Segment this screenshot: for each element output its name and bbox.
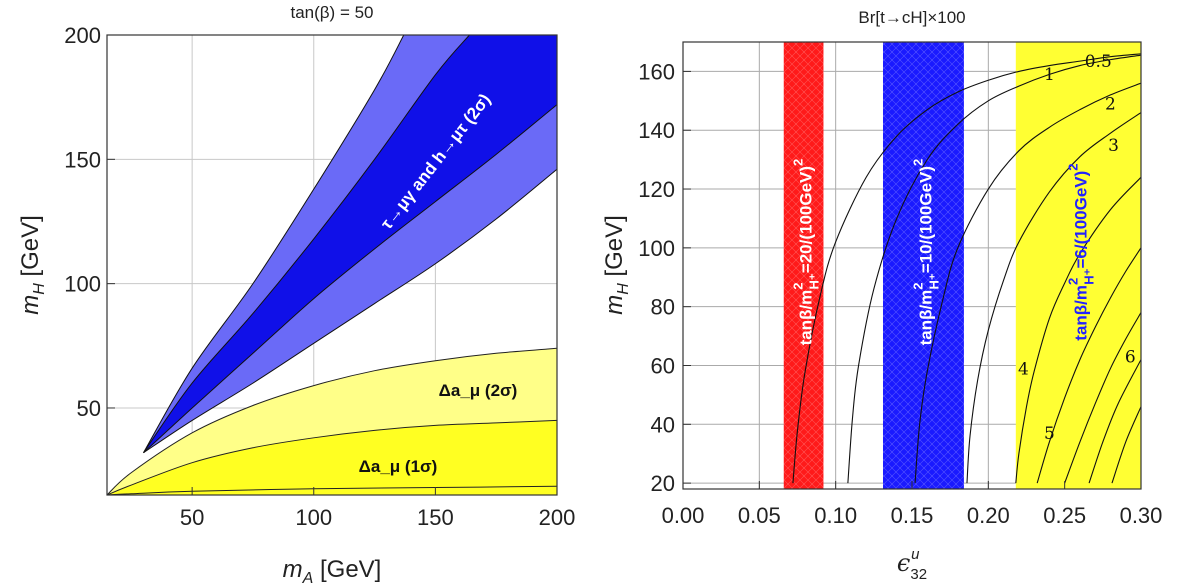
region-blue-edge-inner-upper — [143, 35, 470, 454]
contour-label-0.5: 0.5 — [1085, 52, 1112, 72]
band-tanb-10-hatch — [882, 42, 964, 489]
right-x-axis-title: ϵ32u — [897, 546, 927, 583]
contour-line-0.5 — [792, 53, 1141, 484]
contour-line-6 — [1064, 312, 1141, 484]
contour-label-2: 2 — [1105, 95, 1116, 115]
right-y-tick-label: 60 — [651, 353, 675, 378]
right-y-tick-label: 140 — [638, 118, 675, 143]
left-x-tick-label: 50 — [180, 505, 204, 530]
region-blue-edge-outer-lower — [143, 168, 557, 454]
right-band-labels: tanβ/m2H⁺=20/(100GeV)2 tanβ/m2H⁺=10/(100G… — [791, 159, 1097, 346]
right-x-tick-label: 0.10 — [814, 503, 857, 528]
region-label-delta-a-mu-1sigma: Δa_μ (1σ) — [359, 457, 438, 476]
right-x-tick-label: 0.30 — [1120, 503, 1163, 528]
right-contour-labels: 0.5 1 2 3 4 5 6 — [1018, 52, 1136, 444]
region-blue-inner — [143, 35, 557, 453]
right-y-tick-label: 20 — [651, 471, 675, 496]
left-x-tick-label: 150 — [417, 505, 454, 530]
right-bands — [783, 42, 1141, 489]
left-regions — [107, 35, 557, 495]
right-x-tick-label: 0.05 — [738, 503, 781, 528]
band-tanb-20-label: tanβ/m2H⁺=20/(100GeV)2 — [791, 159, 822, 346]
left-x-tick-label: 200 — [539, 505, 576, 530]
right-tick-labels: 0.00 0.05 0.10 0.15 0.20 0.25 0.30 20 40 60 80 100 1… — [638, 59, 1162, 528]
right-y-tick-label: 100 — [638, 236, 675, 261]
region-blue-edge-inner-lower — [143, 104, 557, 454]
region-delta-a-mu-1sigma — [107, 420, 557, 495]
right-panel: Br[t→cH]×100 0.00 0.05 0.10 0.15 0.20 0.25 0.3… — [601, 8, 1162, 583]
region-blue-edge-outer-upper — [143, 35, 405, 453]
band-tanb-6 — [1015, 42, 1141, 489]
right-ticks — [682, 70, 1142, 489]
right-x-tick-label: 0.25 — [1043, 503, 1086, 528]
left-y-tick-label: 100 — [64, 272, 101, 297]
contour-line-3 — [966, 112, 1141, 484]
left-panel-title: tan(β) = 50 — [290, 3, 373, 22]
right-y-axis-title: mH [GeV] — [601, 215, 632, 315]
contour-label-5: 5 — [1044, 424, 1055, 444]
contour-line-1 — [847, 54, 1141, 484]
contour-line-4 — [1015, 176, 1141, 484]
contour-label-3: 3 — [1108, 136, 1119, 156]
contour-line-8 — [1111, 406, 1141, 484]
left-x-axis-title: mA [GeV] — [283, 556, 382, 587]
band-tanb-10-label: tanβ/m2H⁺=10/(100GeV)2 — [910, 159, 941, 346]
left-plot-frame — [106, 34, 558, 496]
right-y-tick-label: 120 — [638, 177, 675, 202]
left-y-tick-label: 150 — [64, 147, 101, 172]
contour-line-7 — [1088, 359, 1141, 484]
band-tanb-20-hatch — [783, 42, 824, 489]
contour-label-6: 6 — [1125, 348, 1136, 368]
right-y-tick-label: 40 — [651, 412, 675, 437]
left-y-axis-title: mH [GeV] — [17, 215, 48, 315]
contour-line-5 — [1036, 247, 1141, 484]
region-label-delta-a-mu-2sigma: Δa_μ (2σ) — [439, 381, 518, 400]
left-x-tick-label: 100 — [295, 505, 332, 530]
contour-line-2 — [914, 82, 1141, 484]
right-x-tick-label: 0.20 — [967, 503, 1010, 528]
right-y-tick-label: 80 — [651, 295, 675, 320]
contour-label-4: 4 — [1018, 359, 1029, 379]
left-y-tick-label: 200 — [64, 23, 101, 48]
right-y-tick-label: 160 — [638, 59, 675, 84]
band-tanb-6-label: tanβ/m2H⁺=6/(100GeV)2 — [1065, 163, 1096, 340]
region-delta-a-mu-1sigma-lower-edge — [107, 485, 557, 495]
left-tick-labels: 50 100 150 200 50 100 150 200 — [64, 23, 575, 530]
right-contours — [792, 53, 1141, 484]
right-x-tick-label: 0.15 — [891, 503, 934, 528]
region-delta-a-mu-1sigma-edge — [107, 419, 557, 495]
region-delta-a-mu-2sigma-edge — [107, 347, 557, 495]
right-panel-title: Br[t→cH]×100 — [858, 8, 965, 27]
left-ticks — [107, 34, 558, 495]
contour-label-1: 1 — [1044, 65, 1055, 85]
right-x-tick-label: 0.00 — [662, 503, 705, 528]
left-y-tick-label: 50 — [77, 396, 101, 421]
